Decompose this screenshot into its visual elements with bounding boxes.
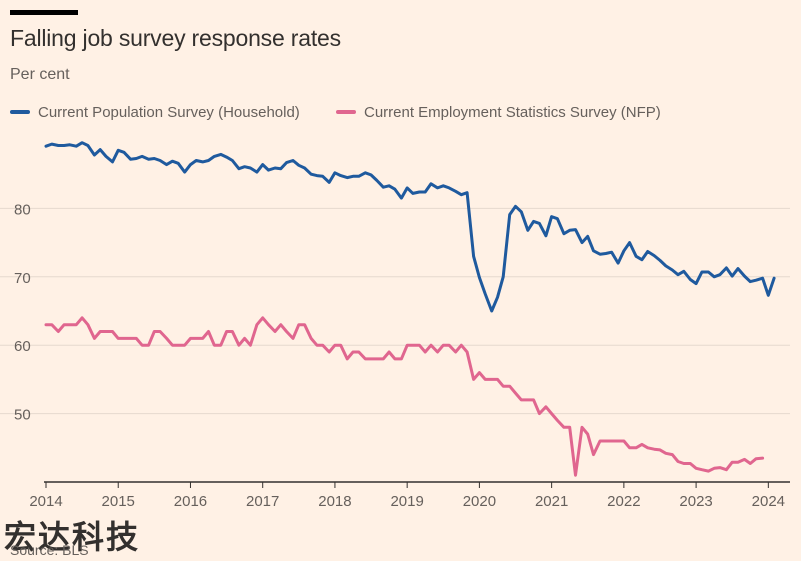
x-tick-label-2024: 2024 (752, 493, 785, 510)
legend-item-household: Current Population Survey (Household) (10, 104, 300, 121)
series-line-household (44, 141, 776, 313)
watermark: 宏达科技 (4, 519, 141, 555)
legend-swatch-household (10, 110, 30, 114)
x-tick-label-2023: 2023 (679, 493, 712, 510)
x-tick-label-2020: 2020 (463, 493, 496, 510)
y-tick-label-50: 50 (14, 407, 31, 424)
legend-item-nfp: Current Employment Statistics Survey (NF… (335, 103, 661, 121)
source-note: Source: BLS (10, 542, 89, 558)
legend-swatch-nfp (335, 110, 356, 114)
y-tick-label-70: 70 (14, 270, 31, 287)
x-tick-label-2014: 2014 (29, 493, 62, 510)
x-tick-label-2021: 2021 (535, 493, 568, 510)
legend-label-household: Current Population Survey (Household) (38, 103, 300, 121)
chart-legend: Current Population Survey (Household) Cu… (10, 101, 693, 121)
y-tick-label-60: 60 (14, 338, 31, 355)
series-line-nfp (44, 316, 765, 477)
x-tick-label-2016: 2016 (174, 493, 207, 510)
chart-subtitle: Per cent (10, 66, 70, 83)
x-tick-label-2017: 2017 (246, 493, 279, 510)
x-tick-label-2018: 2018 (318, 493, 351, 510)
x-tick-label-2015: 2015 (102, 493, 135, 510)
x-tick-label-2022: 2022 (607, 493, 640, 510)
legend-label-nfp: Current Employment Statistics Survey (NF… (363, 103, 661, 121)
chart-title: Falling job survey response rates (10, 25, 341, 51)
brand-bar (10, 10, 78, 15)
x-tick-label-2019: 2019 (390, 493, 423, 510)
y-tick-label-80: 80 (14, 201, 31, 218)
